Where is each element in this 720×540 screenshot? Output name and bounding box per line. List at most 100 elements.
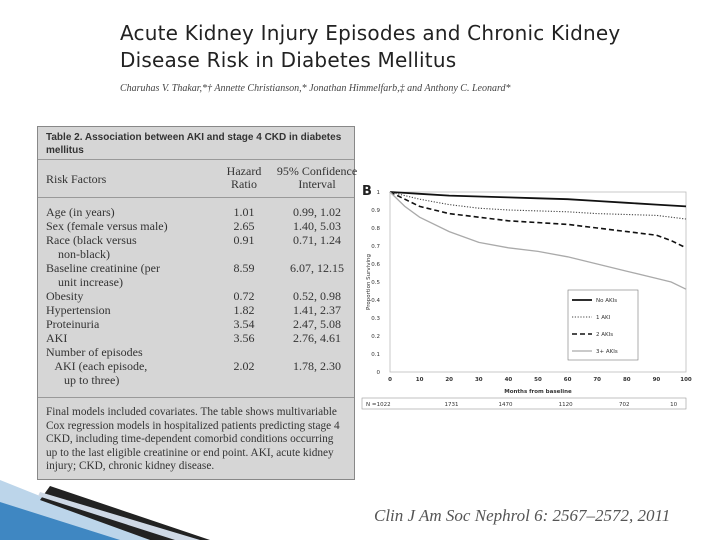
table-row: Hypertension 1.82 1.41, 2.37: [38, 303, 354, 317]
y-tick-label: 0: [377, 370, 381, 376]
header-hazard-line-1: Hazard: [226, 164, 262, 178]
x-axis-label: Months from baseline: [504, 389, 572, 395]
table-row: non-black): [38, 247, 354, 261]
confidence-interval-cell: 0.71, 1.24: [293, 233, 341, 247]
table-row: Baseline creatinine (per 8.59 6.07, 12.15: [38, 261, 354, 275]
series-line-3: [389, 191, 687, 249]
confidence-interval-cell: 2.47, 5.08: [293, 317, 341, 331]
hazard-ratio-cell: 0.91: [233, 233, 255, 247]
confidence-interval-cell: 1.41, 2.37: [293, 303, 341, 317]
hazard-ratio-cell: 1.01: [233, 205, 255, 219]
risk-factor-cell: AKI: [46, 331, 68, 345]
table-row: up to three): [38, 373, 354, 387]
risk-table-value: 1022: [377, 402, 391, 408]
y-tick-label: 0.5: [371, 280, 380, 286]
series-line-1: [389, 191, 687, 208]
y-tick-label: 0.8: [371, 226, 380, 232]
hazard-ratio-cell: 2.02: [233, 359, 255, 373]
legend-label: 3+ AKIs: [596, 349, 618, 355]
x-tick-label: 80: [623, 377, 631, 383]
confidence-interval-cell: 1.40, 5.03: [293, 219, 341, 233]
header-hazard-line-2: Ratio: [231, 177, 257, 191]
risk-factor-cell: Sex (female versus male): [46, 219, 168, 233]
panel-label: B: [362, 184, 372, 199]
confidence-interval-cell: 6.07, 12.15: [290, 261, 344, 275]
x-tick-label: 90: [653, 377, 661, 383]
table-caption-line-1: Table 2. Association between AKI and sta…: [46, 132, 342, 143]
x-tick-label: 30: [475, 377, 483, 383]
risk-factor-cell: Age (in years): [46, 205, 115, 219]
confidence-interval-cell: 0.52, 0.98: [293, 289, 341, 303]
risk-table-value: 1120: [559, 402, 573, 408]
hazard-ratio-cell: 2.65: [233, 219, 255, 233]
confidence-interval-cell: 0.99, 1.02: [293, 205, 341, 219]
header-ci-line-2: Interval: [298, 177, 336, 191]
plot-area: [389, 191, 687, 373]
legend-label: 1 AKI: [596, 315, 611, 321]
table-footnote: Final models included covariates. The ta…: [38, 397, 354, 474]
table-header: Risk Factors Hazard Ratio 95% Confidence…: [38, 159, 357, 198]
table-caption-line-2: mellitus: [46, 145, 84, 156]
table-row: Obesity 0.72 0.52, 0.98: [38, 289, 354, 303]
hazard-ratio-cell: 0.72: [233, 289, 255, 303]
x-tick-label: 20: [445, 377, 453, 383]
risk-table-box: [361, 397, 687, 410]
y-tick-label: 0.7: [371, 244, 380, 250]
x-tick-label: 10: [416, 377, 424, 383]
decorative-arrow-shape: [0, 480, 210, 540]
table-row: Proteinuria 3.54 2.47, 5.08: [38, 317, 354, 331]
risk-factor-cell: Hypertension: [46, 303, 111, 317]
table-row: Number of episodes: [38, 345, 354, 359]
confidence-interval-cell: 1.78, 2.30: [293, 359, 341, 373]
x-tick-label: 0: [388, 377, 392, 383]
risk-table-value: 10: [670, 402, 677, 408]
x-tick-label: 100: [680, 377, 692, 383]
x-tick-label: 50: [534, 377, 542, 383]
survival-chart-svg: B00.10.20.30.40.50.60.70.80.910 10 20 30 40 5…: [361, 184, 692, 410]
y-tick-label: 0.6: [371, 262, 380, 268]
table-row: AKI 3.56 2.76, 4.61: [38, 331, 354, 345]
risk-factor-cell: Obesity: [46, 289, 84, 303]
author-list: Charuhas V. Thakar,*† Annette Christians…: [120, 83, 511, 94]
series-line-4: [389, 191, 687, 290]
title-line-1: Acute Kidney Injury Episodes and Chronic…: [120, 21, 621, 45]
y-axis-label: Proportion Surviving: [366, 254, 372, 310]
y-tick-label: 1: [377, 190, 381, 196]
risk-factor-cell: Proteinuria: [46, 317, 100, 331]
confidence-interval-cell: 2.76, 4.61: [293, 331, 341, 345]
legend-label: 2 AKIs: [596, 332, 613, 338]
y-tick-label: 0.2: [371, 334, 380, 340]
hazard-ratio-cell: 1.82: [233, 303, 255, 317]
risk-factor-cell: non-black): [46, 247, 110, 261]
x-tick-label: 40: [505, 377, 513, 383]
hazard-ratio-cell: 3.56: [233, 331, 255, 345]
y-tick-label: 0.3: [371, 316, 380, 322]
x-tick-label: 60: [564, 377, 572, 383]
slide-title: Acute Kidney Injury Episodes and Chronic…: [120, 20, 700, 74]
table-row: AKI (each episode, 2.02 1.78, 2.30: [38, 359, 354, 373]
header-risk-factors: Risk Factors: [46, 172, 107, 186]
table-row: Age (in years) 1.01 0.99, 1.02: [38, 205, 354, 219]
risk-factor-cell: up to three): [46, 373, 120, 387]
table-caption: Table 2. Association between AKI and sta…: [46, 131, 351, 157]
y-tick-label: 0.1: [371, 352, 380, 358]
citation: Clin J Am Soc Nephrol 6: 2567–2572, 2011: [374, 506, 671, 525]
y-tick-label: 0.9: [371, 208, 380, 214]
risk-table-value: 1731: [444, 402, 458, 408]
y-tick-label: 0.4: [371, 298, 380, 304]
risk-factor-cell: Number of episodes: [46, 345, 143, 359]
risk-factor-cell: unit increase): [46, 275, 123, 289]
risk-table-value: 702: [619, 402, 630, 408]
survival-chart: B 0 0.1 0.2 0.3 0.4 0.5 0.6 0.7 0.8 0.9 1 0 10 20 30 40 5…: [360, 182, 696, 412]
risk-table-label: N =: [366, 402, 377, 408]
table-row: Race (black versus 0.91 0.71, 1.24: [38, 233, 354, 247]
table-row: unit increase): [38, 275, 354, 289]
legend-box: [567, 289, 639, 361]
hazard-table: Table 2. Association between AKI and sta…: [37, 126, 357, 480]
legend-label: No AKIs: [596, 298, 617, 304]
risk-factor-cell: Race (black versus: [46, 233, 137, 247]
hazard-ratio-cell: 3.54: [233, 317, 255, 331]
risk-factor-cell: AKI (each episode,: [46, 359, 148, 373]
header-ci-line-1: 95% Confidence: [276, 164, 358, 178]
title-line-2: Disease Risk in Diabetes Mellitus: [120, 48, 457, 72]
